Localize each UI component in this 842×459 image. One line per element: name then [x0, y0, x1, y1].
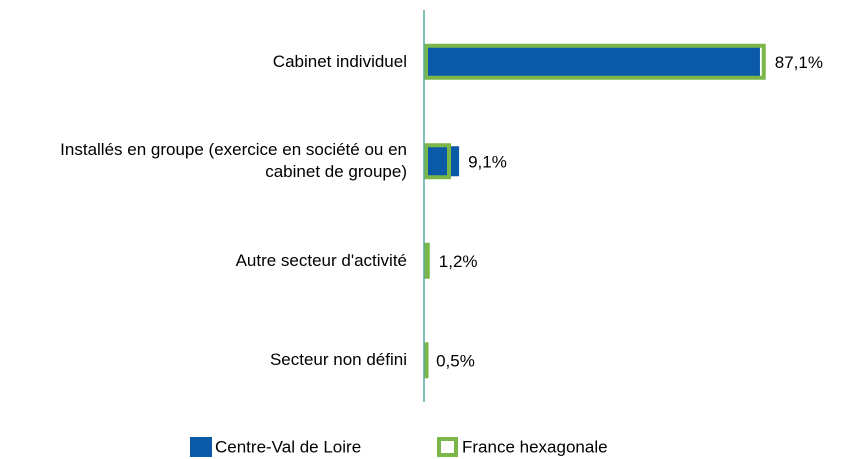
bar	[424, 146, 460, 177]
category-label: Secteur non défini	[269, 350, 407, 370]
value-label: 0,5%	[436, 352, 475, 371]
bar-outline	[424, 242, 430, 279]
category-label: Installés en groupe (exercice en société…	[60, 140, 407, 182]
legend-swatch	[437, 437, 458, 457]
bar-outline	[424, 143, 451, 180]
value-label: 87,1%	[775, 53, 823, 72]
bar-outline	[424, 342, 429, 379]
legend-label: Centre-Val de Loire	[215, 437, 361, 456]
bar	[424, 46, 760, 77]
legend-swatch	[190, 437, 212, 457]
category-label: Autre secteur d'activité	[235, 250, 407, 270]
bar-outline	[424, 43, 766, 80]
value-label: 9,1%	[468, 153, 507, 172]
category-label: Cabinet individuel	[272, 51, 407, 71]
value-label: 1,2%	[439, 252, 478, 271]
legend-label: France hexagonale	[462, 437, 608, 456]
